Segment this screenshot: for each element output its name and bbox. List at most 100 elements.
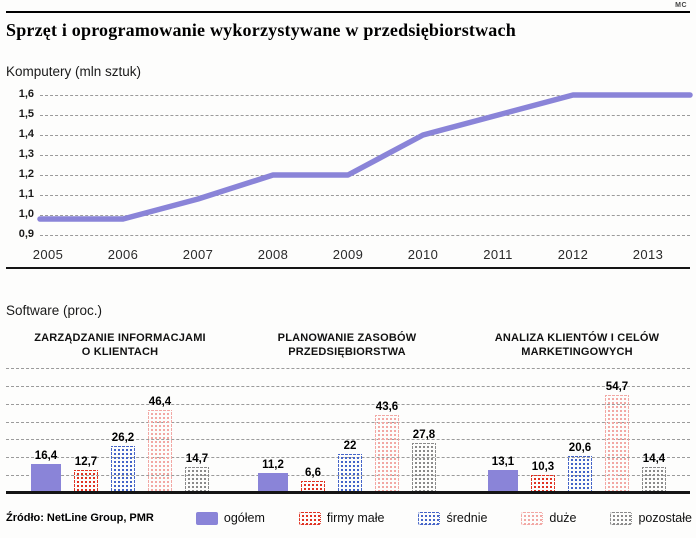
bar-value-label: 14,4	[642, 453, 666, 466]
line-chart-x-tick-label: 2007	[182, 247, 214, 262]
bar-group-title-line: ANALIZA KLIENTÓW I CELÓW	[494, 332, 660, 344]
line-chart-x-tick-label: 2008	[257, 247, 289, 262]
bar-cell: 14,7	[185, 453, 209, 493]
line-chart-x-tick-label: 2005	[32, 247, 64, 262]
line-chart-y-tick-label: 0,9	[18, 228, 34, 240]
line-chart-y-tick-label: 1,0	[18, 208, 34, 220]
bar-chart-gridline	[6, 404, 690, 405]
solid-swatch-icon	[195, 511, 218, 525]
line-chart-y-tick-label: 1,5	[18, 108, 34, 120]
section-divider	[6, 267, 690, 269]
dotted-swatch-icon	[610, 511, 633, 525]
line-chart-y-tick-label: 1,6	[18, 88, 34, 100]
bar-firmy-male	[74, 470, 98, 493]
line-chart-x-tick-label: 2011	[483, 247, 513, 262]
bar-cell: 14,4	[642, 453, 666, 493]
bar-cell: 13,1	[488, 456, 518, 493]
line-chart-gridline	[40, 135, 690, 136]
bar-group: 11,2 6,6 22 43,6 27,8	[252, 368, 442, 493]
legend-label: firmy małe	[326, 511, 385, 525]
bar-cell: 10,3	[531, 461, 555, 493]
bar-chart-gridline	[6, 368, 690, 369]
legend-item-duze: duże	[521, 511, 577, 525]
bar-cell: 46,4	[148, 396, 172, 493]
legend-item-srednie: średnie	[418, 511, 487, 525]
bar-value-label: 6,6	[305, 467, 321, 480]
line-chart-gridline	[40, 215, 690, 216]
bar-chart-title: Software (proc.)	[6, 303, 103, 318]
top-rule	[6, 11, 690, 13]
bar-cell: 16,4	[31, 450, 61, 493]
bar-cell: 27,8	[412, 429, 436, 493]
corner-mark: MC	[675, 2, 687, 9]
bar-cell: 22	[338, 440, 362, 493]
bar-value-label: 10,3	[531, 460, 555, 473]
bar-cell: 11,2	[258, 459, 288, 493]
bar-chart-baseline	[6, 491, 690, 494]
bar-ogolem	[488, 469, 518, 493]
bar-chart-gridline	[6, 422, 690, 423]
bar-srednie	[338, 453, 362, 493]
bar-group-title-line: MARKETINGOWYCH	[521, 346, 633, 359]
line-chart-x-tick-label: 2006	[107, 247, 139, 262]
footer: Źródło: NetLine Group, PMR ogółem firmy m…	[6, 511, 692, 525]
legend-label: duże	[549, 511, 577, 525]
bar-pozostale	[185, 466, 209, 493]
bar-cell: 54,7	[605, 381, 629, 493]
bar-value-label: 46,4	[148, 396, 172, 409]
legend-label: ogółem	[223, 511, 265, 525]
line-chart-x-tick-label: 2009	[332, 247, 364, 262]
bar-srednie	[111, 446, 135, 493]
computers-line-series	[37, 92, 693, 222]
bar-value-label: 54,7	[605, 381, 629, 394]
bar-value-label: 22	[343, 439, 357, 452]
bar-value-label: 12,7	[74, 456, 98, 469]
line-chart-gridline	[40, 235, 690, 236]
bar-cell: 43,6	[375, 401, 399, 493]
legend-item-ogolem: ogółem	[195, 511, 265, 525]
dotted-swatch-icon	[418, 511, 441, 525]
bar-pozostale	[642, 467, 666, 493]
bar-value-label: 26,2	[111, 432, 135, 445]
bar-group-title-line: ZARZĄDZANIE INFORMACJAMI	[34, 332, 206, 344]
bar-value-label: 13,1	[491, 455, 515, 468]
bar-duze	[605, 395, 629, 493]
dotted-swatch-icon	[298, 511, 321, 525]
bar-chart-gridline	[6, 386, 690, 387]
legend-label: średnie	[446, 511, 488, 525]
line-chart-x-tick-label: 2012	[557, 247, 589, 262]
bar-pozostale	[412, 443, 436, 493]
line-chart-gridline	[40, 195, 690, 196]
line-chart-x-tick-label: 2013	[632, 247, 664, 262]
bar-value-label: 14,7	[185, 452, 209, 465]
line-chart-y-tick-label: 1,3	[18, 148, 34, 160]
line-chart-gridline	[40, 115, 690, 116]
bar-group-title: PLANOWANIE ZASOBÓW PRZEDSIĘBIORSTWA	[237, 331, 457, 360]
legend: ogółem firmy małe średnie duże pozostałe	[195, 511, 692, 525]
legend-item-pozostale: pozostałe	[610, 511, 692, 525]
bar-cell: 12,7	[74, 456, 98, 493]
bar-cell: 20,6	[568, 442, 592, 493]
line-chart-y-tick-label: 1,2	[18, 168, 34, 180]
bar-group-title: ANALIZA KLIENTÓW I CELÓW MARKETINGOWYCH	[467, 331, 687, 360]
bar-group-title-line: PLANOWANIE ZASOBÓW	[277, 332, 417, 344]
bar-group-title-line: O KLIENTACH	[81, 346, 159, 359]
bar-ogolem	[31, 463, 61, 493]
bar-group: 16,4 12,7 26,2 46,4 14,7	[25, 368, 215, 493]
bar-srednie	[568, 456, 592, 493]
line-chart-gridline	[40, 95, 690, 96]
bar-group: 13,1 10,3 20,6 54,7 14,4	[482, 368, 672, 493]
page-title: Sprzęt i oprogramowanie wykorzystywane w…	[6, 20, 516, 40]
bar-group-title-line: PRZEDSIĘBIORSTWA	[288, 346, 406, 359]
line-chart-y-tick-label: 1,4	[18, 128, 34, 140]
bar-cell: 26,2	[111, 432, 135, 493]
line-chart-y-tick-label: 1,1	[18, 188, 34, 200]
bar-value-label: 11,2	[262, 459, 284, 471]
bar-group-title: ZARZĄDZANIE INFORMACJAMI O KLIENTACH	[10, 331, 230, 360]
legend-label: pozostałe	[638, 511, 692, 525]
bar-value-label: 27,8	[412, 429, 436, 442]
source-note: Źródło: NetLine Group, PMR	[6, 512, 154, 524]
